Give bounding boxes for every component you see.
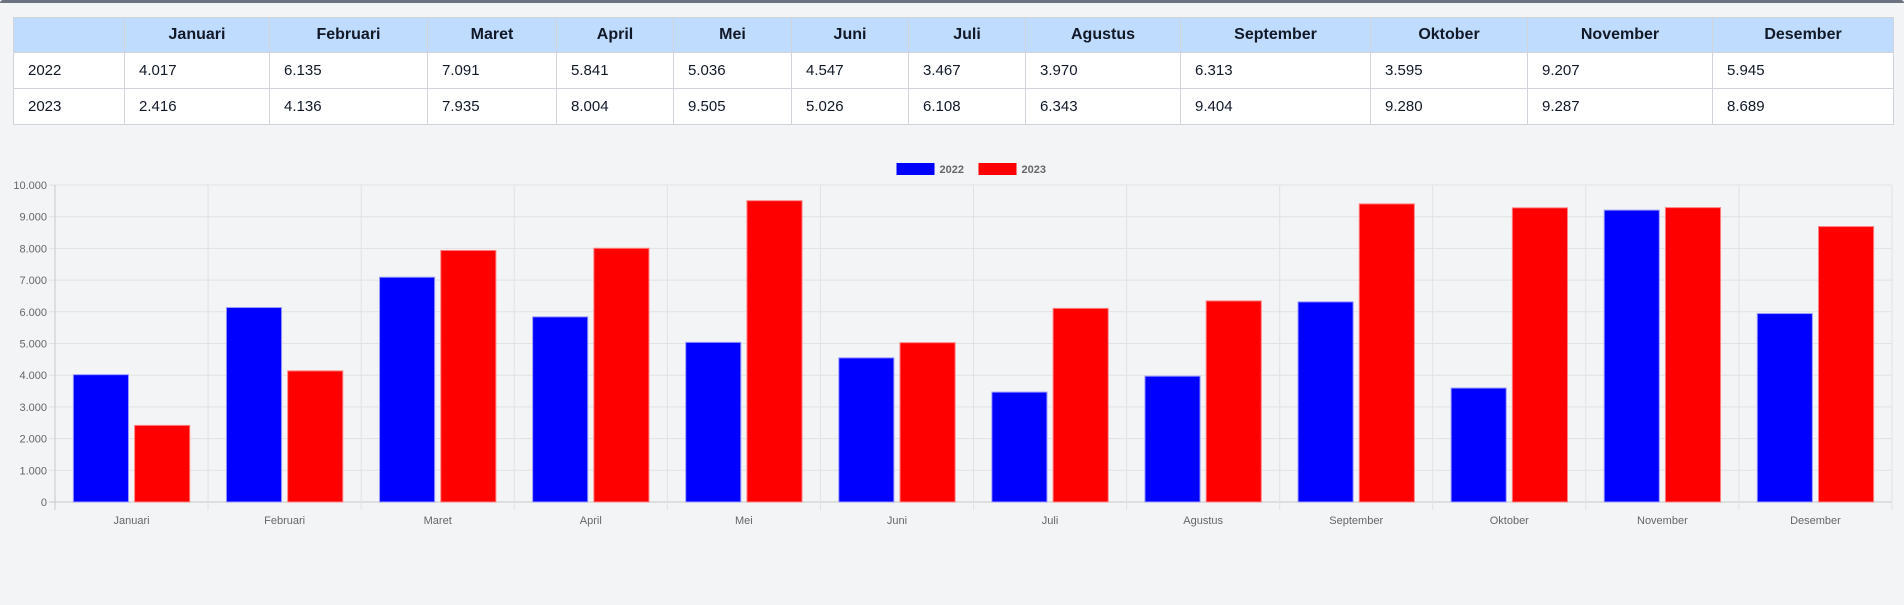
table-header-row: Januari Februari Maret April Mei Juni Ju… bbox=[13, 17, 1894, 53]
legend-swatch bbox=[978, 163, 1017, 175]
table-cell: 3.467 bbox=[908, 52, 1026, 89]
table-row: 2023 2.416 4.136 7.935 8.004 9.505 5.026… bbox=[13, 88, 1894, 125]
bar-chart: 0 1.000 2.000 3.000 4.000 5.000 6.000 7.000 8.00… bbox=[13, 163, 1893, 527]
table-cell: 2.416 bbox=[124, 88, 270, 125]
bar bbox=[440, 249, 497, 503]
y-tick-label: 6.000 bbox=[19, 307, 47, 319]
bar bbox=[532, 316, 589, 503]
legend-label: 2023 bbox=[1022, 164, 1046, 176]
y-tick-label: 1.000 bbox=[19, 465, 47, 477]
bar bbox=[899, 342, 956, 503]
bar bbox=[379, 276, 436, 503]
x-tick-label: Desember bbox=[1790, 515, 1841, 527]
x-tick-label: Juni bbox=[887, 515, 907, 527]
x-tick-label: April bbox=[580, 515, 602, 527]
x-tick-label: Februari bbox=[264, 515, 305, 527]
header-month: April bbox=[556, 17, 674, 53]
y-tick-label: 5.000 bbox=[19, 339, 47, 351]
bar bbox=[134, 424, 191, 503]
data-table-container: Januari Februari Maret April Mei Juni Ju… bbox=[13, 17, 1894, 125]
header-month: Maret bbox=[427, 17, 557, 53]
table-cell: 5.841 bbox=[556, 52, 674, 89]
header-corner bbox=[13, 17, 125, 53]
header-month: Februari bbox=[269, 17, 428, 53]
bar bbox=[1297, 301, 1354, 503]
bar bbox=[225, 307, 283, 503]
table-cell: 8.004 bbox=[556, 88, 674, 125]
table-cell: 4.017 bbox=[124, 52, 270, 89]
y-tick-label: 0 bbox=[41, 497, 47, 509]
table-cell: 7.091 bbox=[427, 52, 557, 89]
table-cell: 8.689 bbox=[1712, 88, 1894, 125]
y-tick-label: 4.000 bbox=[19, 370, 47, 382]
x-tick-label: Juli bbox=[1042, 515, 1059, 527]
header-month: Oktober bbox=[1370, 17, 1528, 53]
bar bbox=[1511, 207, 1568, 503]
table-cell: 5.036 bbox=[673, 52, 792, 89]
window-top-edge bbox=[0, 0, 1904, 3]
x-tick-label: Agustus bbox=[1183, 515, 1223, 527]
bar bbox=[593, 247, 650, 503]
data-table: Januari Februari Maret April Mei Juni Ju… bbox=[13, 17, 1894, 125]
header-month: Juli bbox=[908, 17, 1026, 53]
bar bbox=[838, 357, 895, 503]
table-cell: 4.136 bbox=[269, 88, 428, 125]
bar bbox=[1450, 387, 1507, 503]
header-month: September bbox=[1180, 17, 1371, 53]
bar bbox=[1664, 207, 1722, 503]
bar bbox=[746, 200, 803, 503]
table-cell: 9.287 bbox=[1527, 88, 1713, 125]
legend-swatch bbox=[896, 163, 935, 175]
x-tick-label: November bbox=[1637, 515, 1688, 527]
table-cell: 9.207 bbox=[1527, 52, 1713, 89]
bar bbox=[1144, 375, 1201, 503]
y-tick-label: 10.000 bbox=[13, 180, 47, 192]
table-cell: 7.935 bbox=[427, 88, 557, 125]
bar bbox=[685, 341, 742, 503]
bar bbox=[1603, 209, 1660, 503]
table-cell: 5.026 bbox=[791, 88, 909, 125]
header-month: Januari bbox=[124, 17, 270, 53]
header-month: November bbox=[1527, 17, 1713, 53]
table-cell: 6.135 bbox=[269, 52, 428, 89]
x-tick-label: Januari bbox=[114, 515, 150, 527]
bar bbox=[991, 391, 1048, 503]
bar bbox=[1818, 226, 1875, 503]
table-cell: 5.945 bbox=[1712, 52, 1894, 89]
chart-container: 0 1.000 2.000 3.000 4.000 5.000 6.000 7.000 8.00… bbox=[0, 150, 1904, 535]
table-cell: 3.970 bbox=[1025, 52, 1181, 89]
table-cell: 6.343 bbox=[1025, 88, 1181, 125]
table-cell: 9.280 bbox=[1370, 88, 1528, 125]
bar bbox=[1358, 203, 1415, 503]
y-tick-label: 8.000 bbox=[19, 243, 47, 255]
bar bbox=[287, 370, 344, 503]
x-tick-label: Maret bbox=[424, 515, 452, 527]
x-tick-label: September bbox=[1329, 515, 1383, 527]
x-tick-label: Mei bbox=[735, 515, 753, 527]
table-row: 2022 4.017 6.135 7.091 5.841 5.036 4.547… bbox=[13, 52, 1894, 89]
row-label: 2022 bbox=[13, 52, 125, 89]
header-month: Mei bbox=[673, 17, 792, 53]
table-cell: 4.547 bbox=[791, 52, 909, 89]
y-tick-label: 7.000 bbox=[19, 275, 47, 287]
table-cell: 6.108 bbox=[908, 88, 1026, 125]
table-cell: 6.313 bbox=[1180, 52, 1371, 89]
header-month: Desember bbox=[1712, 17, 1894, 53]
bar bbox=[1756, 313, 1813, 503]
bar bbox=[1205, 300, 1262, 503]
table-cell: 9.404 bbox=[1180, 88, 1371, 125]
y-tick-label: 2.000 bbox=[19, 434, 47, 446]
header-month: Agustus bbox=[1025, 17, 1181, 53]
table-cell: 3.595 bbox=[1370, 52, 1528, 89]
bar bbox=[72, 374, 129, 503]
bar bbox=[1052, 307, 1109, 503]
y-tick-label: 3.000 bbox=[19, 402, 47, 414]
row-label: 2023 bbox=[13, 88, 125, 125]
legend-label: 2022 bbox=[940, 164, 964, 176]
table-cell: 9.505 bbox=[673, 88, 792, 125]
x-tick-label: Oktober bbox=[1490, 515, 1529, 527]
y-tick-label: 9.000 bbox=[19, 212, 47, 224]
header-month: Juni bbox=[791, 17, 909, 53]
